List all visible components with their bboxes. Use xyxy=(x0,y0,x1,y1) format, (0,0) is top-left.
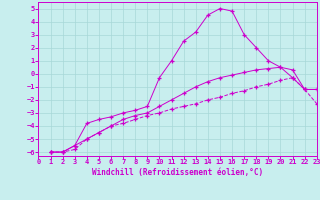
X-axis label: Windchill (Refroidissement éolien,°C): Windchill (Refroidissement éolien,°C) xyxy=(92,168,263,177)
